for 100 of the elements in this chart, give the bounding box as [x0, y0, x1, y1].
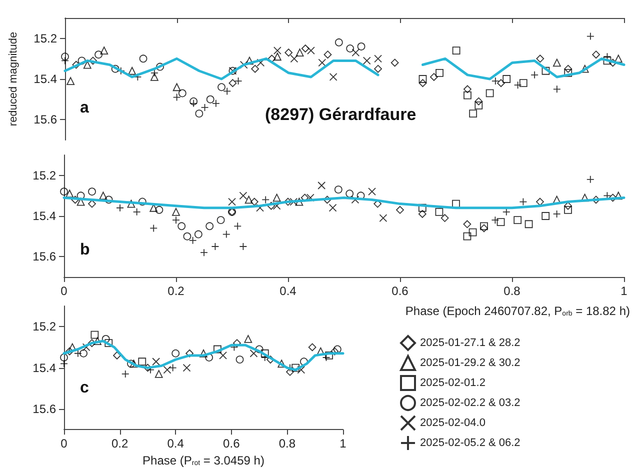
point: [564, 206, 572, 214]
point: [139, 54, 148, 63]
point: [172, 349, 180, 358]
x-tick-label: 0.4: [280, 284, 297, 298]
legend-label: 2025-02-02.2 & 03.2: [420, 397, 520, 409]
point: [239, 192, 248, 200]
y-axis-title: reduced magnitude: [8, 32, 20, 126]
point: [418, 75, 427, 83]
point: [452, 46, 460, 54]
point: [273, 46, 282, 54]
point: [497, 79, 505, 88]
point: [542, 212, 550, 220]
x-tick-label: 0: [60, 284, 68, 298]
point: [127, 360, 135, 368]
point: [301, 44, 310, 52]
point: [155, 206, 164, 214]
point: [99, 192, 108, 200]
legend-label: 2025-01-27.1 & 28.2: [420, 337, 520, 349]
point: [564, 64, 572, 73]
point: [346, 190, 354, 198]
x-tick-label: 0.6: [392, 284, 409, 298]
point: [519, 79, 528, 88]
point: [295, 198, 304, 206]
point: [464, 85, 472, 94]
point: [436, 68, 444, 77]
point: [592, 50, 600, 59]
point: [362, 56, 371, 65]
point: [200, 349, 208, 358]
point: [474, 97, 483, 106]
y-tick-label: 15.4: [34, 72, 58, 86]
point: [542, 66, 550, 75]
point: [480, 224, 488, 232]
point: [100, 46, 108, 54]
point: [104, 196, 113, 204]
point: [88, 188, 96, 196]
y-tick-label: 15.4: [32, 360, 56, 375]
point: [228, 198, 236, 206]
point: [172, 208, 180, 216]
x-tick-label: 1: [340, 436, 347, 451]
point: [580, 64, 589, 73]
point: [333, 345, 342, 354]
point: [307, 46, 315, 54]
point: [440, 214, 449, 222]
point: [474, 101, 483, 110]
x-tick-label: 1: [620, 284, 628, 298]
x-tick-label: 0.4: [167, 436, 184, 451]
point: [172, 83, 181, 92]
point: [127, 200, 136, 208]
point: [250, 198, 258, 206]
point: [296, 48, 304, 57]
point: [468, 228, 477, 236]
y-tick-label: 15.6: [34, 112, 58, 127]
point: [138, 358, 146, 366]
point: [284, 48, 293, 57]
point: [60, 354, 68, 362]
legend-label: 2025-02-04.0: [420, 417, 486, 429]
point: [334, 186, 342, 194]
point: [156, 62, 164, 71]
point: [514, 216, 522, 224]
legend-label: 2025-01-29.2 & 30.2: [420, 357, 520, 369]
point: [273, 52, 282, 61]
point: [278, 360, 286, 368]
point: [292, 364, 300, 372]
point: [90, 330, 99, 339]
point: [334, 38, 343, 46]
point: [374, 54, 382, 63]
y-tick-label: 15.6: [32, 402, 56, 416]
point: [308, 343, 316, 352]
point: [113, 351, 121, 360]
point: [272, 194, 281, 202]
point: [435, 208, 444, 216]
point: [536, 198, 544, 206]
point: [150, 73, 158, 81]
point: [524, 220, 533, 228]
point: [552, 58, 561, 67]
point: [603, 56, 612, 65]
point: [463, 232, 472, 240]
y-tick-label: 15.2: [34, 31, 58, 46]
text: (8297) Gérardfaure: [265, 105, 416, 124]
point: [194, 230, 202, 238]
point: [496, 218, 505, 226]
point: [486, 89, 494, 98]
point: [195, 110, 204, 118]
point: [328, 204, 337, 212]
line-series: [62, 340, 344, 372]
point: [390, 58, 399, 67]
point: [163, 366, 172, 374]
point: [290, 54, 298, 63]
point: [464, 91, 472, 100]
point: [178, 89, 186, 98]
point: [236, 356, 244, 364]
x-tick-label: 0.6: [223, 436, 240, 451]
point: [61, 52, 69, 61]
point: [88, 200, 96, 208]
y-tick-label: 15.4: [32, 209, 56, 223]
point: [480, 222, 488, 230]
point: [418, 79, 427, 88]
point: [374, 64, 382, 73]
point: [325, 351, 333, 360]
point: [104, 339, 113, 348]
